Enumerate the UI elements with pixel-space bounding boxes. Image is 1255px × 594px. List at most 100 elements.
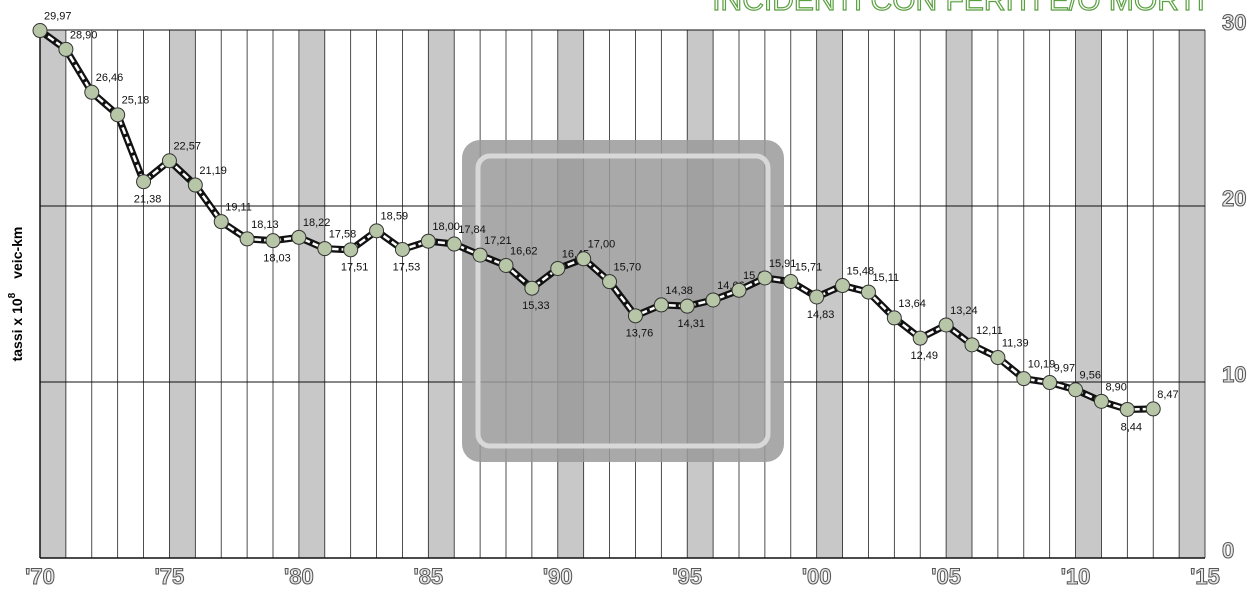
- x-tick-label: '85: [413, 564, 443, 589]
- x-tick-label: '70: [25, 564, 55, 589]
- value-label: 17,58: [329, 228, 357, 240]
- data-point: [886, 310, 902, 326]
- data-point: [58, 41, 74, 57]
- value-label: 13,24: [950, 305, 978, 317]
- value-label: 29,97: [44, 10, 72, 22]
- year-band: [169, 30, 196, 558]
- data-point: [679, 298, 695, 314]
- data-point: [860, 284, 876, 300]
- y-tick-label: 10: [1222, 362, 1246, 387]
- value-label: 22,57: [173, 141, 201, 153]
- data-point: [835, 278, 851, 294]
- value-label: 17,53: [393, 261, 421, 273]
- data-point: [964, 337, 980, 353]
- data-point: [394, 241, 410, 257]
- value-label: 8,90: [1105, 381, 1126, 393]
- data-point: [187, 177, 203, 193]
- data-point: [524, 280, 540, 296]
- data-point: [420, 233, 436, 249]
- data-point: [1093, 393, 1109, 409]
- x-tick-label: '80: [284, 564, 314, 589]
- data-point: [136, 174, 152, 190]
- value-label: 14,31: [677, 318, 705, 330]
- value-label: 17,00: [588, 239, 616, 251]
- value-label: 10,19: [1028, 359, 1056, 371]
- year-band: [1179, 30, 1205, 558]
- data-point: [498, 257, 514, 273]
- value-label: 18,03: [263, 253, 291, 265]
- data-point: [1119, 401, 1135, 417]
- data-point: [1042, 375, 1058, 391]
- value-label: 18,00: [432, 221, 460, 233]
- value-label: 18,13: [251, 219, 279, 231]
- data-point: [161, 153, 177, 169]
- x-tick-label: '15: [1190, 564, 1220, 589]
- value-label: 15,48: [847, 265, 875, 277]
- year-band: [40, 30, 66, 558]
- value-label: 12,11: [976, 325, 1003, 337]
- data-point: [809, 289, 825, 305]
- data-point: [938, 317, 954, 333]
- value-label: 15,11: [872, 272, 899, 284]
- data-point: [1145, 401, 1161, 417]
- value-label: 15,33: [522, 300, 550, 312]
- y-axis-label: tassi x 108 veic-km: [7, 227, 25, 362]
- data-point: [653, 297, 669, 313]
- data-point: [317, 241, 333, 257]
- value-label: 15,91: [769, 258, 797, 270]
- data-point: [912, 330, 928, 346]
- data-point: [705, 292, 721, 308]
- value-label: 28,90: [70, 29, 98, 41]
- value-label: 15,71: [795, 261, 823, 273]
- value-label: 12,49: [910, 350, 938, 362]
- data-point: [627, 308, 643, 324]
- data-point: [291, 229, 307, 245]
- value-label: 9,97: [1054, 362, 1075, 374]
- value-label: 21,38: [134, 194, 162, 206]
- value-label: 17,21: [484, 235, 512, 247]
- value-label: 14,83: [807, 309, 835, 321]
- y-label-text: tassi x 10: [9, 298, 25, 361]
- value-label: 19,11: [225, 202, 252, 214]
- data-point: [369, 223, 385, 239]
- value-label: 16,62: [510, 245, 538, 257]
- watermark-border: [475, 153, 771, 449]
- value-label: 13,76: [626, 328, 654, 340]
- value-label: 9,56: [1080, 370, 1101, 382]
- value-label: 21,19: [199, 165, 227, 177]
- value-label: 15,70: [614, 262, 642, 274]
- value-label: 8,44: [1121, 421, 1142, 433]
- value-label: 14,38: [665, 285, 693, 297]
- year-band: [428, 30, 455, 558]
- year-band: [946, 30, 972, 558]
- data-point: [213, 214, 229, 230]
- data-point: [576, 251, 592, 267]
- data-point: [990, 350, 1006, 366]
- x-tick-label: '00: [802, 564, 832, 589]
- y-label-sup: 8: [7, 292, 18, 298]
- y-tick-label: 0: [1222, 538, 1234, 563]
- value-label: 26,46: [96, 72, 124, 84]
- value-label: 18,59: [381, 211, 409, 223]
- y-label-unit: veic-km: [9, 227, 25, 279]
- x-tick-label: '10: [1061, 564, 1091, 589]
- value-label: 13,64: [898, 298, 926, 310]
- year-band: [1075, 30, 1102, 558]
- y-tick-label: 20: [1222, 186, 1246, 211]
- data-point: [446, 236, 462, 252]
- series-line-inner: [39, 29, 1154, 411]
- data-point: [265, 233, 281, 249]
- value-label: 16,45: [562, 248, 590, 260]
- data-point: [472, 247, 488, 263]
- data-point: [343, 242, 359, 258]
- data-point: [110, 107, 126, 123]
- value-label: 8,47: [1157, 389, 1178, 401]
- value-label: 17,84: [458, 224, 486, 236]
- value-label: 25,18: [122, 95, 150, 107]
- chart-title: INCIDENTI CON FERITI E/O MORTI: [712, 0, 1205, 17]
- x-tick-label: '95: [672, 564, 702, 589]
- data-point: [84, 84, 100, 100]
- data-point: [550, 260, 566, 276]
- x-tick-label: '05: [931, 564, 961, 589]
